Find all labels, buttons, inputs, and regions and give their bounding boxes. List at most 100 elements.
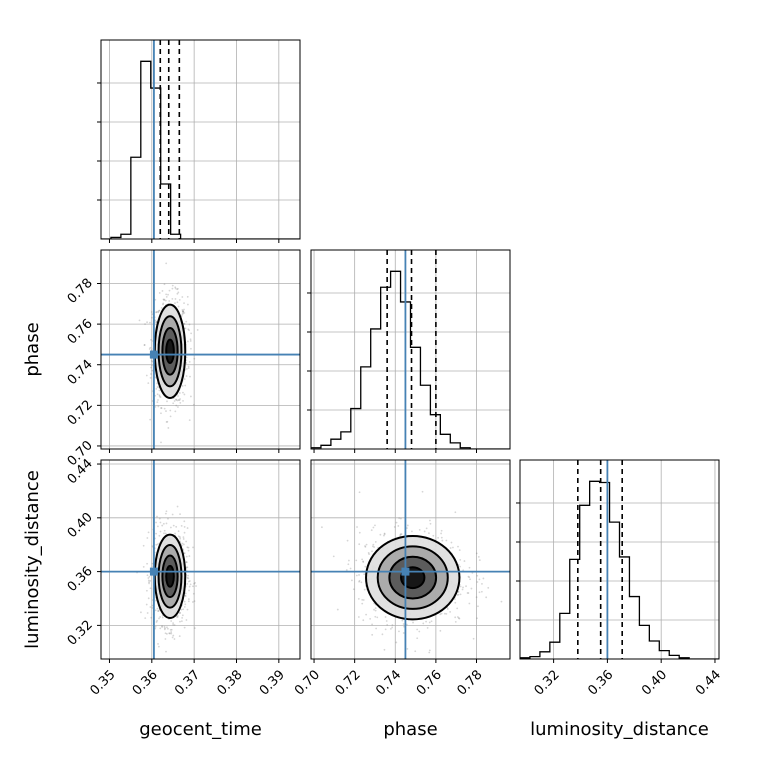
- scatter-point: [186, 546, 189, 549]
- scatter-point: [183, 605, 186, 608]
- scatter-point: [156, 382, 159, 385]
- scatter-point: [186, 608, 189, 611]
- scatter-point: [187, 367, 190, 369]
- scatter-point: [357, 597, 360, 600]
- scatter-point: [355, 574, 358, 577]
- scatter-point: [159, 530, 162, 533]
- scatter-point: [478, 578, 481, 581]
- scatter-point: [148, 348, 151, 350]
- scatter-point: [147, 597, 150, 600]
- scatter-point: [157, 405, 160, 408]
- scatter-point: [164, 299, 167, 302]
- scatter-point: [375, 627, 378, 630]
- scatter-point: [182, 312, 185, 315]
- scatter-point: [157, 610, 160, 612]
- scatter-point: [150, 359, 153, 362]
- y-tick-label: 0.78: [65, 276, 96, 307]
- scatter-point: [174, 298, 177, 300]
- scatter-point: [149, 418, 152, 421]
- scatter-point: [192, 592, 195, 595]
- scatter-point: [469, 578, 471, 581]
- scatter-point: [142, 565, 145, 568]
- scatter-point: [372, 526, 375, 529]
- scatter-point: [358, 491, 361, 494]
- scatter-point: [173, 624, 176, 626]
- panel-frame: [100, 459, 301, 660]
- scatter-point: [192, 403, 195, 406]
- scatter-point: [155, 532, 157, 535]
- scatter-point: [439, 629, 442, 632]
- scatter-point: [364, 546, 367, 548]
- scatter-point: [475, 552, 478, 555]
- scatter-point: [179, 536, 181, 538]
- scatter-point: [459, 558, 462, 561]
- scatter-point: [138, 319, 141, 322]
- scatter-point: [186, 583, 189, 585]
- scatter-point: [384, 628, 387, 631]
- scatter-point: [169, 632, 171, 635]
- x-tick-label: 0.38: [214, 667, 245, 698]
- scatter-point: [398, 517, 401, 520]
- scatter-point: [374, 609, 377, 612]
- scatter-point: [457, 545, 459, 548]
- scatter-point: [186, 527, 189, 529]
- scatter-point: [192, 546, 194, 549]
- scatter-point: [371, 550, 373, 553]
- scatter-point: [161, 524, 164, 527]
- scatter-point: [189, 338, 192, 341]
- scatter-point: [395, 521, 398, 524]
- scatter-point: [180, 620, 183, 623]
- scatter-point: [185, 566, 188, 569]
- scatter-point: [425, 527, 428, 530]
- scatter-point: [151, 369, 154, 372]
- scatter-point: [385, 620, 388, 622]
- panel-content: [101, 250, 300, 449]
- scatter-point: [162, 303, 164, 306]
- scatter-point: [425, 620, 427, 623]
- scatter-point: [422, 622, 425, 625]
- scatter-point: [159, 627, 162, 630]
- scatter-point: [155, 311, 158, 313]
- scatter-point: [187, 598, 190, 600]
- scatter-point: [482, 577, 485, 580]
- scatter-point: [182, 399, 184, 402]
- scatter-point: [187, 549, 190, 552]
- scatter-point: [365, 543, 368, 546]
- scatter-point: [454, 511, 457, 514]
- scatter-point: [374, 524, 376, 527]
- scatter-point: [179, 537, 182, 540]
- scatter-point: [189, 583, 192, 586]
- x-tick-label: 0.40: [639, 667, 670, 698]
- scatter-point: [383, 534, 385, 537]
- scatter-point: [166, 420, 169, 423]
- scatter-point: [165, 293, 168, 296]
- scatter-point: [414, 650, 417, 653]
- scatter-point: [185, 540, 188, 543]
- scatter-point: [176, 399, 179, 402]
- scatter-point: [151, 562, 154, 565]
- scatter-point: [185, 375, 188, 377]
- scatter-point: [428, 651, 431, 654]
- scatter-point: [165, 510, 168, 513]
- scatter-point: [176, 616, 179, 619]
- scatter-point: [192, 585, 194, 588]
- scatter-point: [468, 602, 471, 605]
- scatter-point: [176, 614, 179, 617]
- scatter-point: [150, 616, 153, 619]
- scatter-point: [151, 545, 154, 548]
- scatter-point: [150, 373, 152, 375]
- scatter-point: [177, 395, 179, 397]
- scatter-point: [185, 555, 188, 558]
- scatter-point: [183, 626, 186, 629]
- scatter-point: [188, 329, 190, 332]
- y-tick-label: 0.36: [65, 564, 96, 595]
- scatter-point: [174, 302, 176, 305]
- scatter-point: [180, 608, 183, 611]
- scatter-point: [179, 620, 181, 623]
- scatter-point: [445, 612, 448, 615]
- scatter-point: [165, 295, 168, 298]
- scatter-point: [180, 314, 183, 317]
- scatter-point: [164, 632, 167, 635]
- scatter-point: [398, 630, 400, 633]
- scatter-point: [167, 627, 169, 630]
